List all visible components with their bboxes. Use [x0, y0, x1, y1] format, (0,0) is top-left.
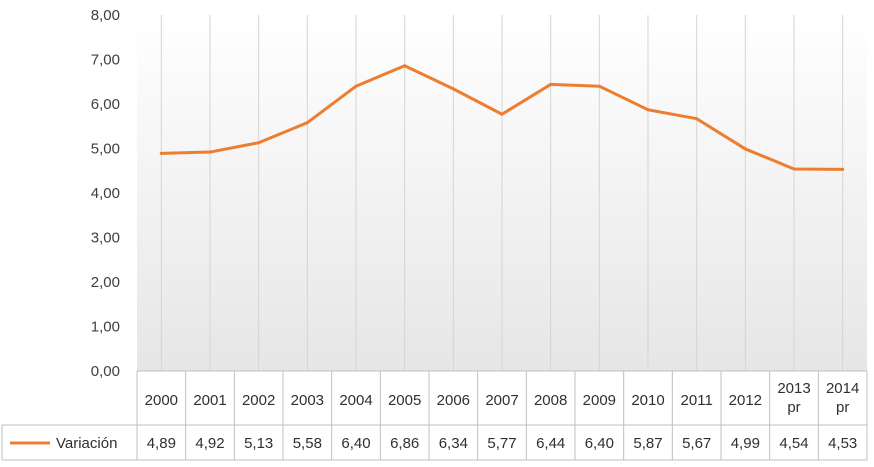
- gridlines: [160, 15, 844, 371]
- category-label: 2009: [583, 392, 616, 409]
- category-label: 2013 pr: [777, 380, 810, 416]
- category-label: 2008: [534, 392, 567, 409]
- data-table-value: 5,58: [293, 435, 322, 452]
- data-table-value: 4,53: [828, 435, 857, 452]
- data-point: [208, 150, 212, 154]
- category-label: 2010: [631, 392, 664, 409]
- data-point: [841, 167, 845, 171]
- data-table-value: 5,77: [487, 435, 516, 452]
- y-tick-label: 4,00: [91, 185, 120, 202]
- category-label: 2006: [437, 392, 470, 409]
- series-layer: [159, 64, 845, 171]
- data-point: [695, 117, 699, 121]
- data-table-value: 4,89: [147, 435, 176, 452]
- y-tick-label: 0,00: [91, 363, 120, 380]
- data-table-value: 4,54: [779, 435, 808, 452]
- category-label: 2004: [339, 392, 372, 409]
- legend-label: Variación: [56, 435, 117, 452]
- category-label: 2014 pr: [826, 380, 859, 416]
- data-table-value: 4,99: [731, 435, 760, 452]
- data-point: [792, 167, 796, 171]
- data-point: [743, 147, 747, 151]
- y-tick-label: 8,00: [91, 7, 120, 24]
- y-tick-label: 6,00: [91, 96, 120, 113]
- y-tick-label: 3,00: [91, 230, 120, 247]
- y-axis: 0,00 1,00 2,00 3,00 4,00 5,00 6,00 7,00 8,00: [91, 7, 120, 380]
- category-label: 2003: [291, 392, 324, 409]
- data-point: [305, 121, 309, 125]
- y-tick-label: 2,00: [91, 274, 120, 291]
- data-table-value: 6,86: [390, 435, 419, 452]
- data-point: [257, 141, 261, 145]
- data-table-value: 6,34: [439, 435, 468, 452]
- data-point: [597, 84, 601, 88]
- data-point: [500, 112, 504, 116]
- data-point: [549, 82, 553, 86]
- data-point: [159, 151, 163, 155]
- data-table-value: 6,40: [585, 435, 614, 452]
- category-label: 2002: [242, 392, 275, 409]
- y-tick-label: 7,00: [91, 52, 120, 69]
- category-label: 2000: [145, 392, 178, 409]
- data-point: [403, 64, 407, 68]
- category-label: 2005: [388, 392, 421, 409]
- data-point: [354, 84, 358, 88]
- data-point: [646, 108, 650, 112]
- data-table-value: 6,40: [341, 435, 370, 452]
- data-table-value: 5,87: [633, 435, 662, 452]
- data-table-value: 6,44: [536, 435, 565, 452]
- data-table-value: 5,67: [682, 435, 711, 452]
- y-tick-label: 1,00: [91, 319, 120, 336]
- data-table-value: 4,92: [195, 435, 224, 452]
- y-tick-label: 5,00: [91, 141, 120, 158]
- category-label: 2001: [193, 392, 226, 409]
- category-label: 2012: [729, 392, 762, 409]
- data-table-value: 5,13: [244, 435, 273, 452]
- category-label: 2007: [485, 392, 518, 409]
- data-table: 2000 2001 2002 2003 2004 2005 2006 2007 2008 2009…: [1, 370, 868, 461]
- data-point: [451, 87, 455, 91]
- category-label: 2011: [681, 392, 713, 409]
